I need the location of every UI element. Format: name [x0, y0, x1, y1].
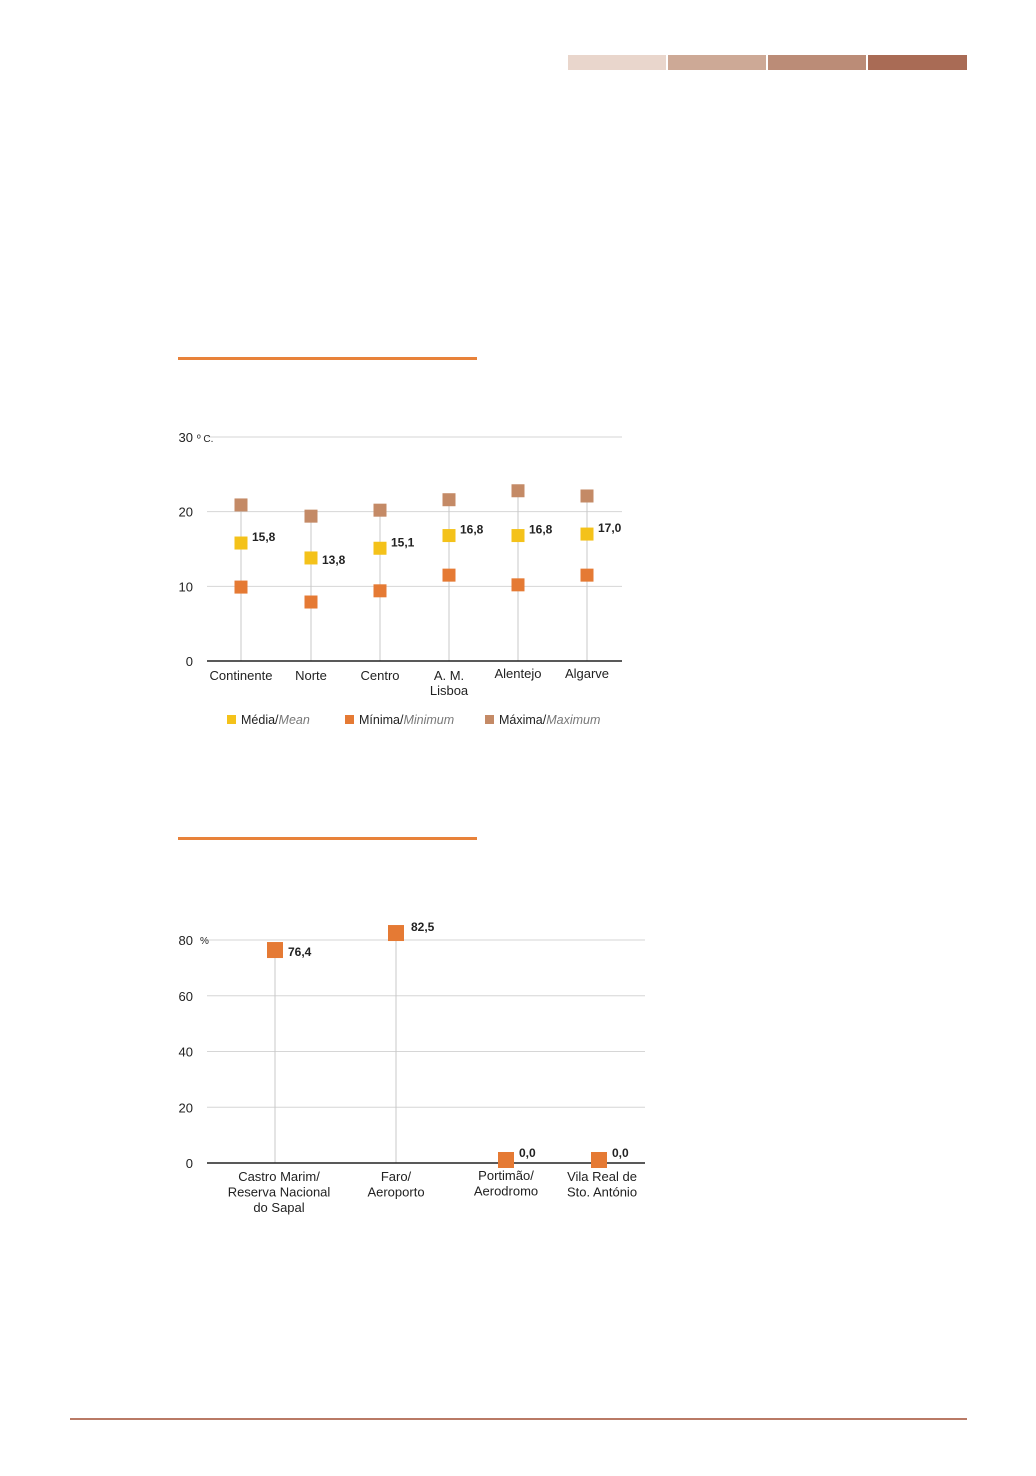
y-tick-label: 20: [179, 505, 193, 520]
data-label: 82,5: [411, 920, 435, 934]
legend-swatch-min: [345, 715, 354, 724]
max-point: [304, 509, 318, 523]
y-tick-label: 40: [179, 1045, 193, 1060]
legend-label-mean: Média/Mean: [241, 713, 310, 727]
x-tick-label: Reserva Nacional: [228, 1185, 331, 1200]
legend-label-pt: Mínima/: [359, 713, 404, 727]
header-bar-4: [868, 55, 967, 70]
header-bar-3: [768, 55, 866, 70]
footer-rule: [70, 1418, 967, 1420]
mean-data-label: 15,8: [252, 530, 276, 544]
x-tick-label: Norte: [295, 668, 327, 683]
data-point: [591, 1152, 607, 1168]
legend-label-en: Mean: [279, 713, 310, 727]
x-tick-label: A. M.: [434, 668, 464, 683]
max-point: [234, 498, 248, 512]
section-rule-temperature: [178, 357, 477, 360]
x-tick-label: Algarve: [565, 666, 609, 681]
x-tick-label: Vila Real de: [567, 1169, 637, 1184]
temperature-chart: 0 10 20 30 º C. 15,8 13,8 15,1 16,8 16,8 17,0 Conti…: [179, 430, 622, 727]
legend-label-en: Minimum: [403, 713, 454, 727]
max-point: [442, 493, 456, 507]
min-point: [234, 580, 248, 594]
mean-point: [580, 527, 594, 541]
legend-label-pt: Média/: [241, 713, 279, 727]
y-unit-label: %: [200, 936, 209, 947]
x-tick-label: Castro Marim/: [238, 1169, 320, 1184]
mean-point: [304, 551, 318, 565]
mean-data-label: 17,0: [598, 521, 622, 535]
min-point: [304, 595, 318, 609]
x-tick-label: Faro/: [381, 1169, 412, 1184]
mean-point: [442, 529, 456, 543]
mean-point: [511, 529, 525, 543]
mean-point: [373, 541, 387, 555]
x-tick-label: do Sapal: [253, 1200, 304, 1215]
data-label: 0,0: [612, 1146, 629, 1160]
legend-label-pt: Máxima/: [499, 713, 547, 727]
y-tick-label: 30: [179, 430, 193, 445]
y-tick-label: 10: [179, 579, 193, 594]
y-tick-label: 80: [179, 933, 193, 948]
data-label: 0,0: [519, 1146, 536, 1160]
max-point: [580, 489, 594, 503]
min-point: [373, 584, 387, 598]
data-point: [388, 925, 404, 942]
x-tick-label: Alentejo: [495, 666, 542, 681]
x-tick-label: Lisboa: [430, 683, 469, 698]
y-tick-label: 60: [179, 989, 193, 1004]
x-tick-label: Aerodromo: [474, 1184, 538, 1199]
x-tick-label: Portimão/: [478, 1168, 534, 1183]
max-point: [373, 503, 387, 517]
x-tick-label: Aeroporto: [367, 1185, 424, 1200]
data-point: [498, 1152, 514, 1168]
legend-swatch-mean: [227, 715, 236, 724]
data-point: [267, 942, 283, 959]
min-point: [442, 568, 456, 582]
mean-data-label: 15,1: [391, 535, 415, 549]
y-unit-label: º C.: [197, 434, 213, 445]
mean-data-label: 16,8: [529, 523, 553, 537]
header-bar-1: [568, 55, 666, 70]
x-tick-label: Centro: [360, 668, 399, 683]
legend-label-en: Maximum: [546, 713, 600, 727]
percentage-chart: 0 20 40 60 80 % 76,4 82,5 0,0 0,0 Castro Marim/Res…: [179, 920, 645, 1215]
y-tick-label: 0: [186, 654, 193, 669]
min-point: [580, 568, 594, 582]
mean-point: [234, 536, 248, 550]
x-tick-label: Sto. António: [567, 1185, 637, 1200]
min-point: [511, 578, 525, 592]
legend-label-min: Mínima/Minimum: [359, 713, 454, 727]
mean-data-label: 13,8: [322, 553, 346, 567]
data-label: 76,4: [288, 945, 312, 959]
header-bar-2: [668, 55, 766, 70]
mean-data-label: 16,8: [460, 523, 484, 537]
legend-swatch-max: [485, 715, 494, 724]
y-tick-label: 20: [179, 1100, 193, 1115]
legend-label-max: Máxima/Maximum: [499, 713, 600, 727]
y-tick-label: 0: [186, 1156, 193, 1171]
section-rule-percentage: [178, 837, 477, 840]
max-point: [511, 484, 525, 498]
x-tick-label: Continente: [210, 668, 273, 683]
